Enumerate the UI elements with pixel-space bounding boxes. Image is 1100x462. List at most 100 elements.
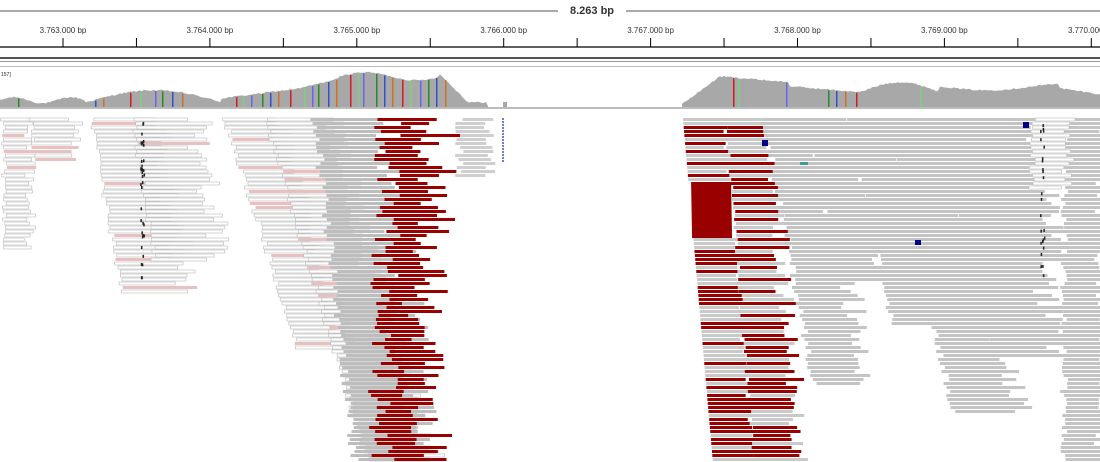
read[interactable] bbox=[887, 298, 957, 301]
read[interactable] bbox=[326, 194, 403, 197]
read[interactable] bbox=[822, 206, 883, 209]
read[interactable] bbox=[146, 213, 223, 218]
read[interactable] bbox=[827, 210, 874, 213]
read[interactable] bbox=[833, 262, 874, 265]
read[interactable] bbox=[844, 130, 909, 133]
read[interactable] bbox=[700, 314, 743, 317]
read[interactable] bbox=[1063, 182, 1096, 185]
read[interactable] bbox=[790, 238, 845, 241]
coverage-area[interactable] bbox=[222, 71, 470, 107]
read[interactable] bbox=[332, 274, 395, 277]
read[interactable] bbox=[787, 230, 836, 233]
read[interactable] bbox=[888, 122, 952, 125]
read[interactable] bbox=[686, 154, 736, 157]
read[interactable] bbox=[392, 446, 447, 449]
read[interactable] bbox=[326, 234, 414, 237]
read[interactable] bbox=[316, 146, 393, 149]
read[interactable] bbox=[384, 346, 424, 349]
read[interactable] bbox=[2, 205, 29, 210]
read[interactable] bbox=[686, 162, 736, 165]
read[interactable] bbox=[709, 426, 753, 429]
alignment-track[interactable] bbox=[0, 117, 1100, 462]
read[interactable] bbox=[801, 334, 851, 337]
read[interactable] bbox=[885, 278, 951, 281]
read[interactable] bbox=[703, 354, 746, 357]
read[interactable] bbox=[5, 177, 34, 182]
read[interactable] bbox=[915, 246, 988, 249]
snp-bar[interactable] bbox=[328, 82, 330, 107]
read[interactable] bbox=[814, 158, 865, 161]
read[interactable] bbox=[1006, 246, 1068, 249]
snp-bar[interactable] bbox=[410, 80, 412, 107]
read[interactable] bbox=[31, 133, 75, 138]
read[interactable] bbox=[939, 362, 1006, 365]
read[interactable] bbox=[1, 173, 26, 178]
read[interactable] bbox=[374, 126, 411, 129]
read[interactable] bbox=[983, 126, 1031, 129]
read[interactable] bbox=[1032, 181, 1072, 186]
read[interactable] bbox=[386, 306, 435, 309]
read[interactable] bbox=[379, 146, 413, 149]
read[interactable] bbox=[384, 198, 432, 201]
read[interactable] bbox=[942, 158, 1010, 161]
snp-bar[interactable] bbox=[436, 78, 438, 107]
read[interactable] bbox=[936, 330, 993, 333]
read[interactable] bbox=[33, 121, 83, 126]
read[interactable] bbox=[846, 126, 894, 129]
read[interactable] bbox=[691, 182, 732, 186]
read[interactable] bbox=[972, 258, 1029, 261]
read[interactable] bbox=[916, 258, 996, 261]
read[interactable] bbox=[807, 354, 854, 357]
read[interactable] bbox=[705, 378, 746, 381]
read[interactable] bbox=[742, 298, 794, 301]
snp-bar[interactable] bbox=[845, 91, 847, 107]
read[interactable] bbox=[725, 138, 765, 141]
read[interactable] bbox=[973, 286, 1059, 289]
read[interactable] bbox=[807, 366, 860, 369]
read[interactable] bbox=[385, 338, 412, 341]
read[interactable] bbox=[325, 202, 415, 205]
read[interactable] bbox=[945, 174, 1028, 177]
read[interactable] bbox=[333, 250, 417, 253]
read[interactable] bbox=[388, 166, 443, 169]
read[interactable] bbox=[385, 250, 413, 253]
mismatch-marker[interactable] bbox=[140, 183, 142, 187]
read[interactable] bbox=[899, 182, 970, 185]
read[interactable] bbox=[738, 274, 786, 277]
mismatch-marker[interactable] bbox=[800, 162, 808, 165]
read[interactable] bbox=[928, 318, 984, 321]
read[interactable] bbox=[960, 210, 1033, 213]
read[interactable] bbox=[121, 289, 188, 294]
read[interactable] bbox=[1029, 153, 1068, 158]
read[interactable] bbox=[1060, 178, 1100, 181]
read[interactable] bbox=[711, 446, 757, 449]
read[interactable] bbox=[991, 178, 1038, 181]
read[interactable] bbox=[319, 174, 387, 177]
read[interactable] bbox=[927, 290, 1008, 293]
read[interactable] bbox=[1067, 138, 1100, 141]
read[interactable] bbox=[133, 117, 188, 122]
read[interactable] bbox=[315, 142, 392, 145]
read[interactable] bbox=[943, 354, 1004, 357]
read[interactable] bbox=[916, 254, 996, 257]
read[interactable] bbox=[950, 390, 1011, 393]
read[interactable] bbox=[222, 117, 275, 122]
read[interactable] bbox=[1002, 230, 1069, 233]
read[interactable] bbox=[342, 366, 404, 369]
mismatch-marker[interactable] bbox=[143, 143, 145, 147]
read[interactable] bbox=[986, 334, 1074, 337]
read[interactable] bbox=[726, 146, 767, 149]
read[interactable] bbox=[978, 130, 1043, 133]
read[interactable] bbox=[709, 422, 755, 425]
read[interactable] bbox=[144, 181, 220, 186]
read[interactable] bbox=[33, 125, 75, 130]
read[interactable] bbox=[738, 278, 792, 281]
read[interactable] bbox=[396, 386, 437, 389]
mismatch-marker[interactable] bbox=[141, 132, 143, 136]
read[interactable] bbox=[1061, 442, 1095, 445]
read[interactable] bbox=[1065, 410, 1100, 413]
read[interactable] bbox=[748, 386, 798, 389]
read[interactable] bbox=[1064, 226, 1100, 229]
snp-bar[interactable] bbox=[420, 80, 422, 107]
read[interactable] bbox=[331, 258, 413, 261]
